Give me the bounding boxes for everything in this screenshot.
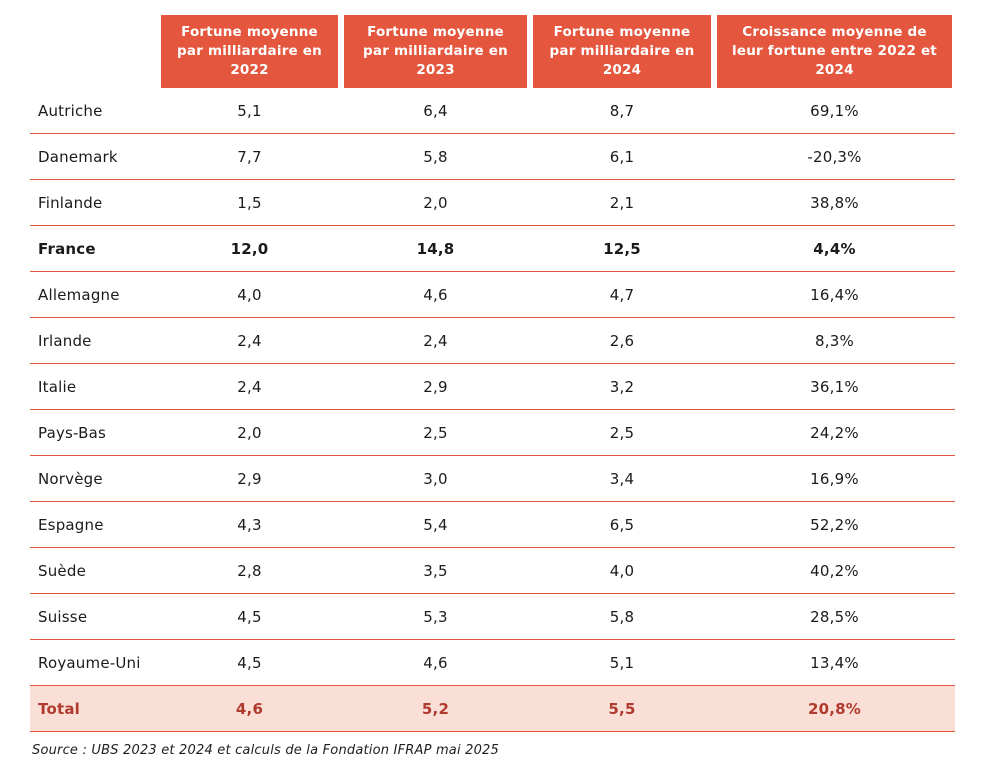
table-row-suede: Suède 2,8 3,5 4,0 40,2% bbox=[30, 548, 955, 594]
column-header-2023: Fortune moyenne par milliardaire en 2023 bbox=[341, 15, 530, 88]
value-2022: 4,0 bbox=[237, 285, 262, 304]
value-2022: 2,8 bbox=[237, 561, 262, 580]
total-value-2024: 5,5 bbox=[608, 699, 636, 718]
value-2024: 3,2 bbox=[609, 377, 635, 396]
column-header-2022-label: Fortune moyenne par milliardaire en 2022 bbox=[161, 15, 338, 88]
value-growth: 16,4% bbox=[810, 285, 859, 304]
value-2022: 4,5 bbox=[237, 653, 262, 672]
value-2024: 3,4 bbox=[609, 469, 635, 488]
value-2023: 2,0 bbox=[423, 193, 448, 212]
column-header-growth: Croissance moyenne de leur fortune entre… bbox=[714, 15, 955, 88]
total-label: Total bbox=[38, 699, 80, 718]
value-2023: 3,5 bbox=[423, 561, 448, 580]
table-row-irlande: Irlande 2,4 2,4 2,6 8,3% bbox=[30, 318, 955, 364]
value-2022: 2,4 bbox=[237, 331, 262, 350]
value-growth: 28,5% bbox=[810, 607, 859, 626]
value-growth: 8,3% bbox=[815, 331, 854, 350]
country-label: Autriche bbox=[38, 101, 103, 120]
value-growth: 38,8% bbox=[810, 193, 859, 212]
country-label: Allemagne bbox=[38, 285, 120, 304]
value-growth: 24,2% bbox=[810, 423, 859, 442]
value-2023: 2,5 bbox=[423, 423, 448, 442]
table-row-norvege: Norvège 2,9 3,0 3,4 16,9% bbox=[30, 456, 955, 502]
value-2024: 2,6 bbox=[609, 331, 635, 350]
value-2022: 1,5 bbox=[237, 193, 262, 212]
column-header-2022: Fortune moyenne par milliardaire en 2022 bbox=[158, 15, 341, 88]
value-2023: 3,0 bbox=[423, 469, 448, 488]
column-header-growth-label: Croissance moyenne de leur fortune entre… bbox=[717, 15, 952, 88]
value-growth: 13,4% bbox=[810, 653, 859, 672]
value-growth: 52,2% bbox=[810, 515, 859, 534]
country-label: Italie bbox=[38, 377, 77, 396]
table-row-danemark: Danemark 7,7 5,8 6,1 -20,3% bbox=[30, 134, 955, 180]
value-2024: 4,7 bbox=[609, 285, 635, 304]
table-row-allemagne: Allemagne 4,0 4,6 4,7 16,4% bbox=[30, 272, 955, 318]
value-2023: 2,9 bbox=[423, 377, 448, 396]
country-label: Pays-Bas bbox=[38, 423, 107, 442]
total-value-growth: 20,8% bbox=[807, 699, 862, 718]
table-row-espagne: Espagne 4,3 5,4 6,5 52,2% bbox=[30, 502, 955, 548]
value-2024: 2,5 bbox=[609, 423, 635, 442]
value-growth: 16,9% bbox=[810, 469, 859, 488]
value-2023: 4,6 bbox=[423, 285, 448, 304]
value-2022: 4,5 bbox=[237, 607, 262, 626]
column-header-2024: Fortune moyenne par milliardaire en 2024 bbox=[530, 15, 714, 88]
table-header-row: Fortune moyenne par milliardaire en 2022… bbox=[30, 15, 955, 88]
value-growth: 4,4% bbox=[813, 239, 856, 258]
table-row-finlande: Finlande 1,5 2,0 2,1 38,8% bbox=[30, 180, 955, 226]
source-note: Source : UBS 2023 et 2024 et calculs de … bbox=[32, 743, 499, 758]
header-corner-spacer bbox=[30, 15, 158, 88]
value-2022: 4,3 bbox=[237, 515, 262, 534]
table-row-autriche: Autriche 5,1 6,4 8,7 69,1% bbox=[30, 88, 955, 134]
country-label: Finlande bbox=[38, 193, 103, 212]
column-header-2023-label: Fortune moyenne par milliardaire en 2023 bbox=[344, 15, 527, 88]
country-label: Espagne bbox=[38, 515, 104, 534]
value-2022: 2,9 bbox=[237, 469, 262, 488]
column-header-2024-label: Fortune moyenne par milliardaire en 2024 bbox=[533, 15, 711, 88]
country-label: France bbox=[38, 239, 96, 258]
country-label: Norvège bbox=[38, 469, 103, 488]
value-2023: 4,6 bbox=[423, 653, 448, 672]
value-growth: 36,1% bbox=[810, 377, 859, 396]
value-2023: 5,4 bbox=[423, 515, 448, 534]
value-2023: 5,8 bbox=[423, 147, 448, 166]
value-2024: 8,7 bbox=[609, 101, 635, 120]
value-2022: 5,1 bbox=[237, 101, 262, 120]
value-2023: 14,8 bbox=[416, 239, 455, 258]
value-growth: -20,3% bbox=[807, 147, 862, 166]
total-value-2022: 4,6 bbox=[235, 699, 264, 718]
value-2022: 7,7 bbox=[237, 147, 262, 166]
value-2023: 6,4 bbox=[423, 101, 448, 120]
country-label: Danemark bbox=[38, 147, 118, 166]
table-row-suisse: Suisse 4,5 5,3 5,8 28,5% bbox=[30, 594, 955, 640]
value-2024: 6,1 bbox=[609, 147, 635, 166]
total-value-2023: 5,2 bbox=[421, 699, 450, 718]
table-row-italie: Italie 2,4 2,9 3,2 36,1% bbox=[30, 364, 955, 410]
value-2024: 2,1 bbox=[609, 193, 635, 212]
value-2024: 5,8 bbox=[609, 607, 635, 626]
value-2024: 6,5 bbox=[609, 515, 635, 534]
table-row-pays-bas: Pays-Bas 2,0 2,5 2,5 24,2% bbox=[30, 410, 955, 456]
value-growth: 40,2% bbox=[810, 561, 859, 580]
billionaire-fortune-table: Fortune moyenne par milliardaire en 2022… bbox=[30, 15, 955, 732]
country-label: Irlande bbox=[38, 331, 92, 350]
value-2024: 4,0 bbox=[609, 561, 635, 580]
value-2024: 12,5 bbox=[603, 239, 641, 258]
table-row-royaume-uni: Royaume-Uni 4,5 4,6 5,1 13,4% bbox=[30, 640, 955, 686]
value-2022: 2,0 bbox=[237, 423, 262, 442]
value-2023: 5,3 bbox=[423, 607, 448, 626]
value-growth: 69,1% bbox=[810, 101, 859, 120]
value-2022: 2,4 bbox=[237, 377, 262, 396]
table-row-france: France 12,0 14,8 12,5 4,4% bbox=[30, 226, 955, 272]
country-label: Royaume-Uni bbox=[38, 653, 141, 672]
value-2023: 2,4 bbox=[423, 331, 448, 350]
country-label: Suisse bbox=[38, 607, 88, 626]
country-label: Suède bbox=[38, 561, 87, 580]
value-2024: 5,1 bbox=[609, 653, 635, 672]
table-row-total: Total 4,6 5,2 5,5 20,8% bbox=[30, 686, 955, 732]
value-2022: 12,0 bbox=[230, 239, 269, 258]
